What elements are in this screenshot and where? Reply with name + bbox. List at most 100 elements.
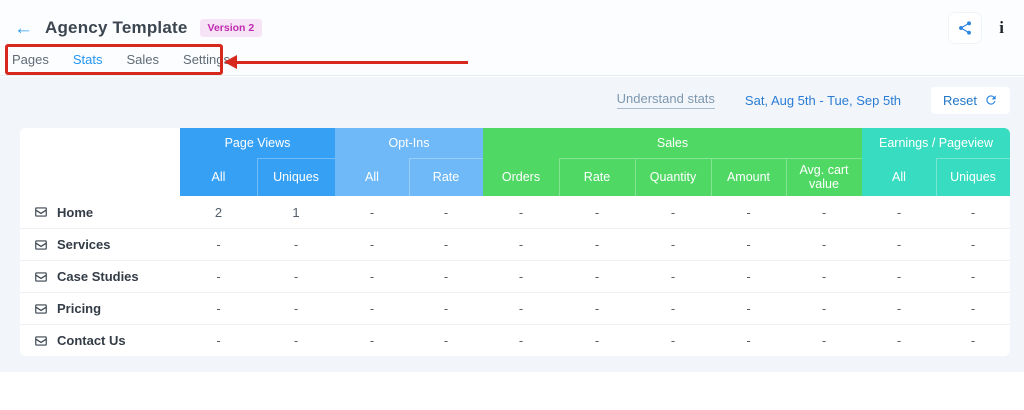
version-badge: Version 2 — [199, 19, 263, 37]
cell: - — [443, 237, 449, 252]
table-row-home: Home 2 1 - - - - - - - - - — [20, 196, 1010, 228]
cell: - — [518, 301, 524, 316]
cell: - — [216, 269, 221, 284]
cell: - — [896, 301, 902, 316]
cell: - — [670, 301, 676, 316]
cell: - — [518, 333, 524, 348]
row-label-pricing: Pricing — [20, 293, 180, 324]
cell: - — [670, 204, 676, 220]
table-row-contact-us: Contact Us - - - - - - - - - - - — [20, 324, 1010, 356]
header-actions: i — [949, 13, 1008, 43]
tab-settings[interactable]: Settings — [183, 52, 231, 67]
col-header-sa-rate: Rate — [559, 158, 635, 196]
cell: - — [970, 333, 976, 348]
cell: - — [670, 269, 676, 284]
top-header-band: ← Agency Template Version 2 i Pages Stat… — [0, 0, 1024, 76]
cell: - — [216, 237, 221, 252]
table-subheader-row: All Uniques All Rate Orders Rate Quantit… — [20, 158, 1010, 196]
envelope-icon — [34, 238, 48, 252]
row-label-text: Home — [57, 204, 94, 220]
cell: - — [293, 269, 299, 284]
reset-button-label: Reset — [943, 92, 977, 108]
cell: - — [293, 333, 299, 348]
cell: - — [443, 301, 449, 316]
group-header-spacer — [20, 128, 180, 158]
row-label-text: Pricing — [57, 301, 102, 316]
cell: - — [670, 333, 676, 348]
row-label-home: Home — [20, 196, 180, 228]
cell: - — [369, 237, 375, 252]
row-label-case-studies: Case Studies — [20, 261, 180, 292]
understand-stats-link[interactable]: Understand stats — [616, 91, 715, 109]
cell: - — [594, 204, 600, 220]
cell: - — [821, 237, 827, 252]
header-row: ← Agency Template Version 2 i — [0, 0, 1024, 43]
stats-content: Understand stats Sat, Aug 5th - Tue, Sep… — [0, 77, 1024, 372]
stats-toolbar: Understand stats Sat, Aug 5th - Tue, Sep… — [0, 77, 1024, 114]
subheader-spacer — [20, 158, 180, 196]
table-row-pricing: Pricing - - - - - - - - - - - — [20, 292, 1010, 324]
tab-stats[interactable]: Stats — [72, 52, 103, 75]
cell: - — [746, 237, 751, 252]
cell: - — [746, 333, 751, 348]
col-header-oi-rate: Rate — [409, 158, 483, 196]
row-label-text: Contact Us — [57, 333, 126, 348]
col-header-pv-uniques: Uniques — [257, 158, 335, 196]
cell: - — [821, 301, 827, 316]
table-row-services: Services - - - - - - - - - - - — [20, 228, 1010, 260]
col-header-sa-avg-cart: Avg. cart value — [786, 158, 862, 196]
table-row-case-studies: Case Studies - - - - - - - - - - - — [20, 260, 1010, 292]
tab-pages[interactable]: Pages — [12, 52, 49, 67]
cell: - — [369, 301, 375, 316]
group-header-opt-ins: Opt-Ins — [335, 128, 483, 158]
back-arrow-icon[interactable]: ← — [14, 17, 33, 39]
cell: - — [369, 333, 375, 348]
share-button[interactable] — [949, 13, 982, 43]
cell: - — [594, 237, 600, 252]
tab-sales[interactable]: Sales — [126, 52, 160, 67]
cell: - — [821, 269, 827, 284]
cell: - — [293, 301, 299, 316]
cell: - — [746, 301, 751, 316]
cell: - — [896, 333, 902, 348]
cell: - — [970, 301, 976, 316]
col-header-ep-all: All — [862, 158, 936, 196]
col-header-sa-amount: Amount — [711, 158, 786, 196]
group-header-page-views: Page Views — [180, 128, 335, 158]
cell: - — [369, 269, 375, 284]
stats-table: Page Views Opt-Ins Sales Earnings / Page… — [20, 128, 1010, 356]
cell: - — [216, 333, 221, 348]
envelope-icon — [34, 302, 48, 316]
col-header-ep-uniques: Uniques — [936, 158, 1010, 196]
cell: - — [970, 204, 976, 220]
row-label-contact-us: Contact Us — [20, 325, 180, 356]
cell: - — [443, 333, 449, 348]
col-header-oi-all: All — [335, 158, 409, 196]
cell: - — [443, 269, 449, 284]
group-header-earnings: Earnings / Pageview — [862, 128, 1010, 158]
cell: - — [518, 269, 524, 284]
cell: - — [821, 204, 827, 220]
cell: 1 — [292, 204, 300, 220]
cell: - — [746, 269, 751, 284]
info-icon[interactable]: i — [999, 18, 1004, 37]
cell: - — [594, 301, 600, 316]
group-header-sales: Sales — [483, 128, 862, 158]
cell: - — [369, 204, 375, 220]
page-title: Agency Template — [45, 18, 188, 37]
cell: 2 — [214, 204, 223, 220]
table-group-header-row: Page Views Opt-Ins Sales Earnings / Page… — [20, 128, 1010, 158]
cell: - — [896, 269, 902, 284]
cell: - — [970, 237, 976, 252]
tabs-bar: Pages Stats Sales Settings — [0, 44, 1024, 75]
share-icon — [957, 20, 973, 36]
envelope-icon — [34, 205, 48, 219]
cell: - — [518, 237, 524, 252]
cell: - — [821, 333, 827, 348]
refresh-icon — [984, 93, 998, 107]
date-range-picker[interactable]: Sat, Aug 5th - Tue, Sep 5th — [744, 92, 902, 108]
cell: - — [746, 204, 751, 220]
reset-button[interactable]: Reset — [931, 86, 1010, 114]
cell: - — [970, 269, 976, 284]
